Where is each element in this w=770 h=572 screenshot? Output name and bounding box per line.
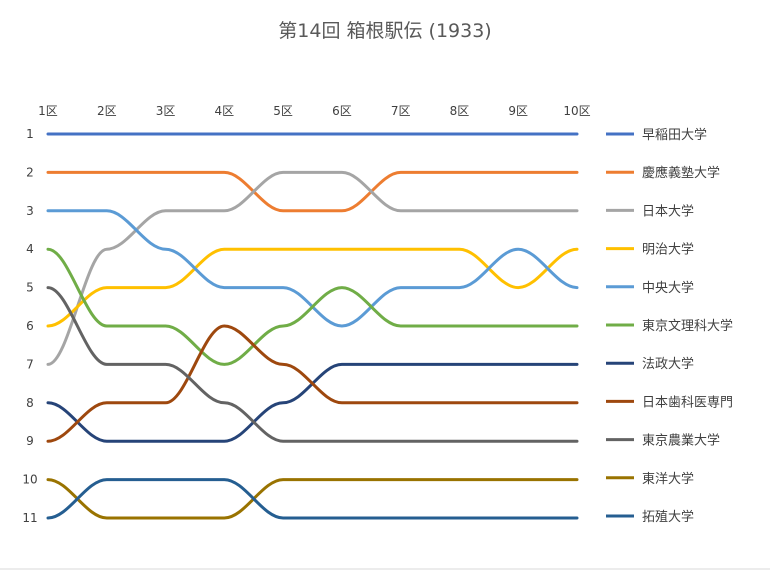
series-line-7 (46, 362, 579, 443)
series-lines (46, 132, 579, 520)
y-tick-label: 9 (26, 434, 34, 448)
legend-label: 東京農業大学 (642, 433, 720, 449)
x-tick-label: 7区 (391, 104, 411, 118)
series-line-6 (46, 247, 579, 366)
x-tick-label: 4区 (215, 104, 235, 118)
legend-label: 東京文理科大学 (642, 318, 733, 334)
series-line-10 (46, 478, 579, 520)
x-tick-label: 1区 (38, 104, 58, 118)
x-tick-label: 6区 (332, 104, 352, 118)
y-tick-label: 7 (26, 357, 34, 371)
y-tick-label: 10 (22, 473, 37, 487)
series-line-5 (46, 209, 579, 328)
legend-label: 明治大学 (642, 242, 694, 258)
series-line-4 (46, 247, 579, 328)
y-tick-label: 6 (26, 319, 34, 333)
y-tick-label: 11 (22, 511, 37, 525)
legend: 早稲田大学慶應義塾大学日本大学明治大学中央大学東京文理科大学法政大学日本歯科医専… (606, 127, 733, 525)
y-tick-label: 8 (26, 396, 34, 410)
x-tick-label: 3区 (156, 104, 176, 118)
legend-label: 東洋大学 (642, 471, 694, 487)
y-tick-label: 4 (26, 242, 34, 256)
series-line-8 (46, 324, 579, 443)
x-axis-tick-labels: 1区 2区 3区 4区 5区 6区 7区 8区 9区 10区 (38, 104, 590, 118)
legend-label: 日本歯科医専門 (642, 395, 733, 410)
y-tick-label: 3 (26, 204, 34, 218)
x-tick-label: 9区 (508, 104, 528, 118)
legend-label: 早稲田大学 (642, 127, 707, 143)
y-axis-tick-labels: 1 2 3 4 5 6 7 8 9 10 11 (22, 127, 37, 525)
series-line-3 (46, 170, 579, 366)
y-tick-label: 5 (26, 281, 34, 295)
legend-label: 慶應義塾大学 (642, 165, 720, 181)
series-line-11 (46, 478, 579, 520)
x-tick-label: 5区 (273, 104, 293, 118)
legend-label: 法政大学 (642, 356, 694, 372)
series-line-9 (46, 286, 579, 443)
x-tick-label: 10区 (563, 104, 590, 118)
x-tick-label: 2区 (97, 104, 117, 118)
x-tick-label: 8区 (450, 104, 470, 118)
y-tick-label: 1 (26, 127, 34, 141)
legend-label: 日本大学 (642, 203, 694, 219)
legend-label: 拓殖大学 (642, 509, 694, 525)
chart-title: 第14回 箱根駅伝 (1933) (278, 20, 491, 42)
y-tick-label: 2 (26, 165, 34, 179)
series-line-2 (46, 170, 579, 213)
legend-label: 中央大学 (642, 280, 694, 296)
